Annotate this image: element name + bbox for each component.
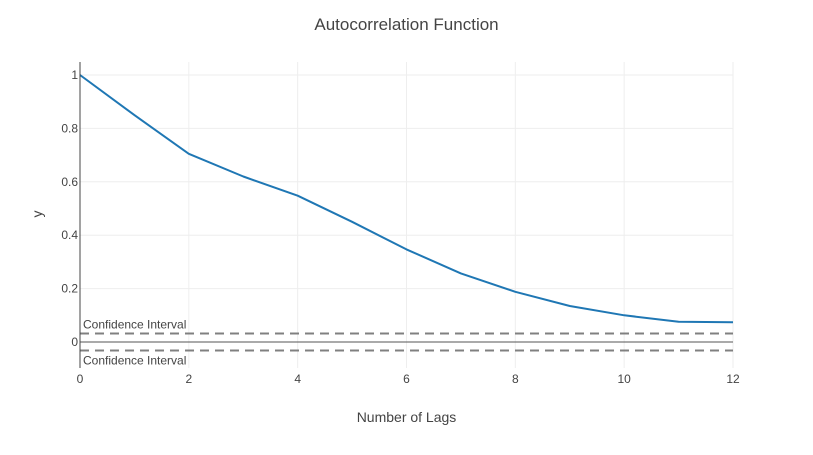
- acf-series-line: [79, 74, 734, 324]
- x-tick-label: 12: [726, 372, 740, 386]
- x-axis-label: Number of Lags: [357, 409, 457, 425]
- x-tick-label: 8: [512, 372, 519, 386]
- x-tick-label: 0: [77, 372, 84, 386]
- y-tick-label: 0: [71, 335, 78, 349]
- x-tick-labels: 0 2 4 6 8 10 12: [77, 372, 740, 386]
- y-axis-label: y: [29, 211, 45, 218]
- y-tick-label: 0.2: [61, 282, 78, 296]
- y-tick-label: 0.4: [61, 228, 78, 242]
- x-tick-label: 4: [294, 372, 301, 386]
- x-tick-label: 10: [617, 372, 631, 386]
- grid: [80, 62, 734, 368]
- ci-lower-label: Confidence Interval: [83, 354, 186, 368]
- x-tick-label: 2: [185, 372, 192, 386]
- confidence-interval-lines: Confidence Interval Confidence Interval: [80, 317, 733, 368]
- ci-upper-label: Confidence Interval: [83, 317, 186, 331]
- x-tick-label: 6: [403, 372, 410, 386]
- chart-title: Autocorrelation Function: [314, 15, 498, 34]
- y-tick-label: 0.6: [61, 175, 78, 189]
- y-tick-label: 0.8: [61, 121, 78, 135]
- y-tick-labels: 0 0.2 0.4 0.6 0.8 1: [61, 68, 78, 349]
- series-group: [79, 74, 734, 324]
- y-tick-label: 1: [71, 68, 78, 82]
